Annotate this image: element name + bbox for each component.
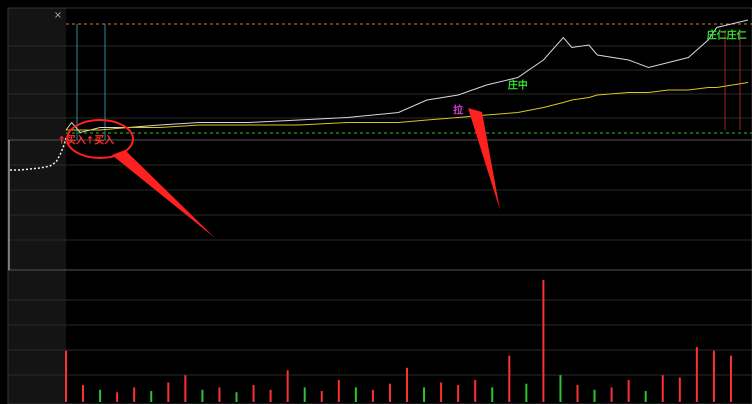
volume-bar <box>337 380 340 402</box>
volume-bar <box>133 387 136 402</box>
annotation: 拉 <box>453 104 463 117</box>
volume-bar <box>218 387 221 402</box>
volume-bar <box>423 387 426 402</box>
plot: ↑买入 ↑买入 拉 庄中 庄仁 庄仁 <box>57 19 749 402</box>
annotation: ↑买入 <box>57 135 85 147</box>
volume-bar <box>303 387 306 402</box>
volume-bar <box>678 377 681 402</box>
volume-bar <box>150 391 153 402</box>
volume-bar <box>65 350 67 402</box>
price-line <box>66 82 749 131</box>
volume-bar <box>167 382 170 402</box>
volume-bar <box>388 383 391 402</box>
volume-bar <box>525 383 528 402</box>
volume-bar <box>201 389 204 402</box>
volume-bar <box>729 355 732 402</box>
volume-bar <box>82 384 85 402</box>
premarket-panel <box>8 8 66 404</box>
volume-bar <box>712 350 715 402</box>
price-line <box>65 19 749 134</box>
premarket-line <box>10 137 67 171</box>
volume-bar <box>644 391 647 402</box>
volume-bar <box>559 375 562 402</box>
annotation: 庄仁 <box>707 29 727 42</box>
volume-bar <box>576 384 579 402</box>
arrow <box>112 150 215 238</box>
grid <box>8 45 752 376</box>
volume-bar <box>695 347 698 402</box>
highlight-circle <box>66 119 134 159</box>
arrow <box>468 108 500 210</box>
volume-bar <box>508 355 511 402</box>
volume-bar <box>440 382 443 402</box>
volume-bar <box>184 375 187 402</box>
volume-bar <box>542 280 545 402</box>
volume-bar <box>235 392 238 402</box>
volume-bar <box>252 384 255 402</box>
annotation: 庄仁 <box>727 29 747 42</box>
volume-bar <box>354 387 357 402</box>
annotation: ↑买入 <box>86 135 114 147</box>
volume-bar <box>593 389 596 402</box>
volume-bar <box>610 387 613 402</box>
volume-bar <box>627 380 630 402</box>
volume-bar <box>269 389 272 402</box>
volume-bar <box>491 387 494 402</box>
volume-bar <box>474 380 477 402</box>
frame <box>7 7 752 404</box>
close-button[interactable]: × <box>54 10 62 21</box>
volume-bar <box>371 389 374 402</box>
annotation: 庄中 <box>508 79 528 92</box>
volume-bar <box>661 375 664 402</box>
volume-bar <box>406 367 408 402</box>
volume-bar <box>99 389 102 402</box>
volume-bar <box>286 370 289 402</box>
volume-bar <box>457 384 460 402</box>
volume-bar <box>320 391 323 402</box>
volume-bar <box>116 392 119 402</box>
